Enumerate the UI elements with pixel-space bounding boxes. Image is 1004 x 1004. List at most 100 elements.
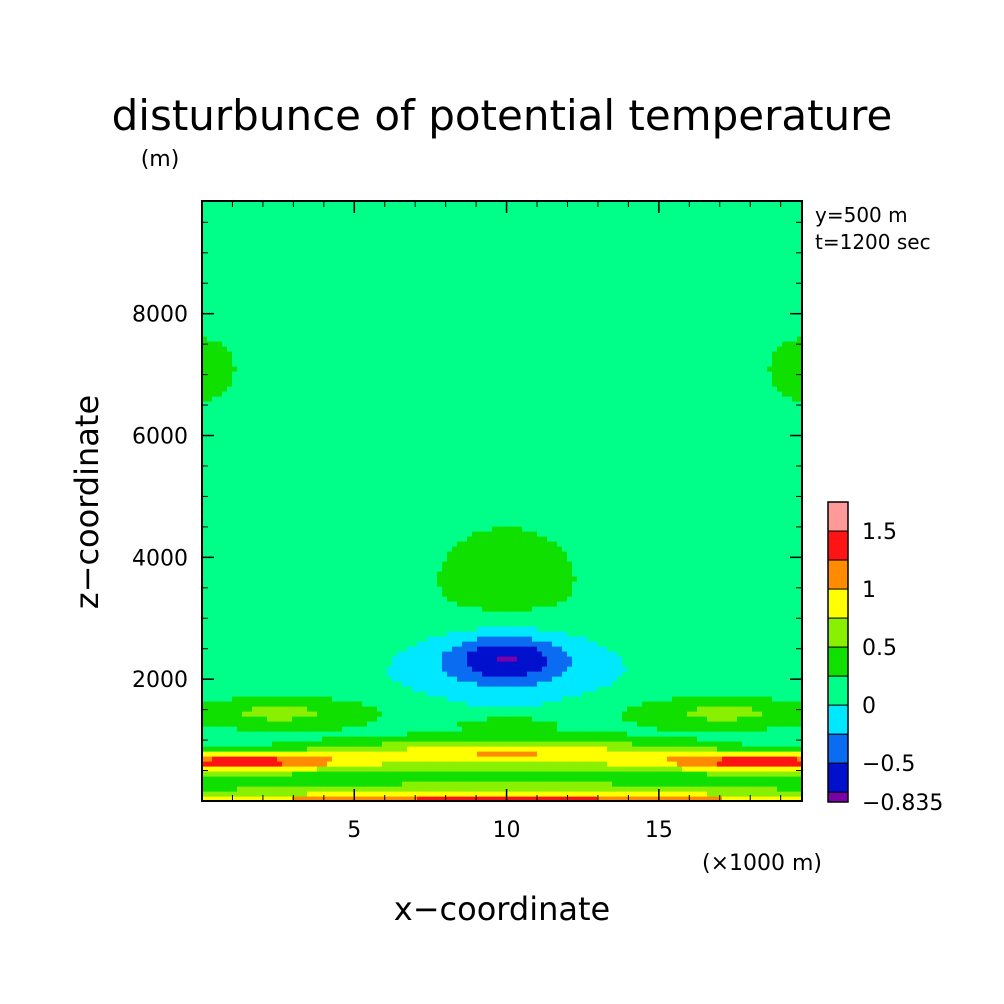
contour-cell — [742, 751, 748, 757]
contour-cell — [477, 776, 483, 782]
contour-cell — [512, 746, 518, 752]
contour-cell — [792, 791, 798, 797]
contour-cell — [717, 641, 723, 647]
contour-cell — [522, 666, 528, 672]
contour-cell — [697, 601, 703, 607]
contour-cell — [772, 736, 778, 742]
contour-cell — [602, 726, 608, 732]
contour-cell — [342, 721, 348, 727]
contour-cell — [307, 671, 313, 677]
contour-cell — [587, 796, 593, 802]
contour-cell — [497, 656, 503, 662]
contour-cell — [587, 726, 593, 732]
contour-cell — [527, 771, 533, 777]
contour-cell — [672, 626, 678, 632]
contour-cell — [402, 781, 408, 787]
contour-cell — [572, 706, 578, 712]
contour-cell — [712, 701, 718, 707]
contour-cell — [507, 766, 513, 772]
contour-cell — [292, 651, 298, 657]
contour-cell — [507, 676, 513, 682]
contour-cell — [642, 661, 648, 667]
contour-cell — [557, 691, 563, 697]
contour-cell — [347, 641, 353, 647]
contour-cell — [422, 736, 428, 742]
contour-cell — [522, 761, 528, 767]
contour-cell — [247, 796, 253, 802]
contour-cell — [787, 711, 793, 717]
contour-cell — [552, 681, 558, 687]
contour-cell — [447, 716, 453, 722]
contour-cell — [272, 636, 278, 642]
contour-cell — [212, 616, 218, 622]
contour-cell — [657, 631, 663, 637]
contour-cell — [472, 686, 478, 692]
contour-cell — [387, 611, 393, 617]
contour-cell — [702, 736, 708, 742]
contour-cell — [722, 611, 728, 617]
contour-cell — [692, 626, 698, 632]
contour-cell — [322, 696, 328, 702]
contour-cell — [647, 726, 653, 732]
contour-cell — [212, 731, 218, 737]
contour-cell — [387, 766, 393, 772]
contour-cell — [222, 681, 228, 687]
contour-cell — [647, 786, 653, 792]
contour-cell — [407, 791, 413, 797]
contour-cell — [287, 776, 293, 782]
contour-cell — [347, 661, 353, 667]
contour-cell — [457, 691, 463, 697]
contour-cell — [702, 606, 708, 612]
contour-cell — [577, 741, 583, 747]
contour-cell — [227, 731, 233, 737]
contour-cell — [532, 656, 538, 662]
contour-cell — [262, 771, 268, 777]
contour-cell — [417, 686, 423, 692]
contour-cell — [227, 756, 233, 762]
contour-cell — [627, 641, 633, 647]
contour-cell — [682, 781, 688, 787]
contour-cell — [207, 711, 213, 717]
contour-cell — [567, 631, 573, 637]
contour-cell — [277, 701, 283, 707]
contour-cell — [422, 686, 428, 692]
contour-cell — [487, 701, 493, 707]
contour-cell — [677, 656, 683, 662]
contour-cell — [467, 676, 473, 682]
contour-cell — [452, 666, 458, 672]
contour-cell — [502, 621, 508, 627]
contour-cell — [292, 656, 298, 662]
contour-cell — [422, 626, 428, 632]
contour-cell — [527, 656, 533, 662]
contour-cell — [582, 601, 588, 607]
contour-cell — [282, 601, 288, 607]
contour-cell — [297, 756, 303, 762]
contour-cell — [257, 736, 263, 742]
contour-cell — [227, 791, 233, 797]
contour-cell — [782, 736, 788, 742]
contour-cell — [302, 646, 308, 652]
contour-cell — [757, 716, 763, 722]
contour-cell — [372, 766, 378, 772]
contour-cell — [202, 621, 208, 627]
contour-cell — [767, 766, 773, 772]
contour-cell — [727, 686, 733, 692]
contour-cell — [247, 766, 253, 772]
contour-cell — [457, 781, 463, 787]
contour-cell — [742, 786, 748, 792]
contour-cell — [782, 621, 788, 627]
contour-cell — [542, 641, 548, 647]
contour-cell — [652, 741, 658, 747]
contour-cell — [597, 626, 603, 632]
contour-cell — [767, 691, 773, 697]
contour-cell — [287, 621, 293, 627]
contour-cell — [722, 796, 728, 802]
contour-cell — [282, 686, 288, 692]
contour-cell — [407, 701, 413, 707]
contour-cell — [387, 706, 393, 712]
contour-cell — [627, 646, 633, 652]
contour-cell — [472, 781, 478, 787]
contour-cell — [542, 691, 548, 697]
contour-cell — [272, 771, 278, 777]
contour-cell — [482, 626, 488, 632]
